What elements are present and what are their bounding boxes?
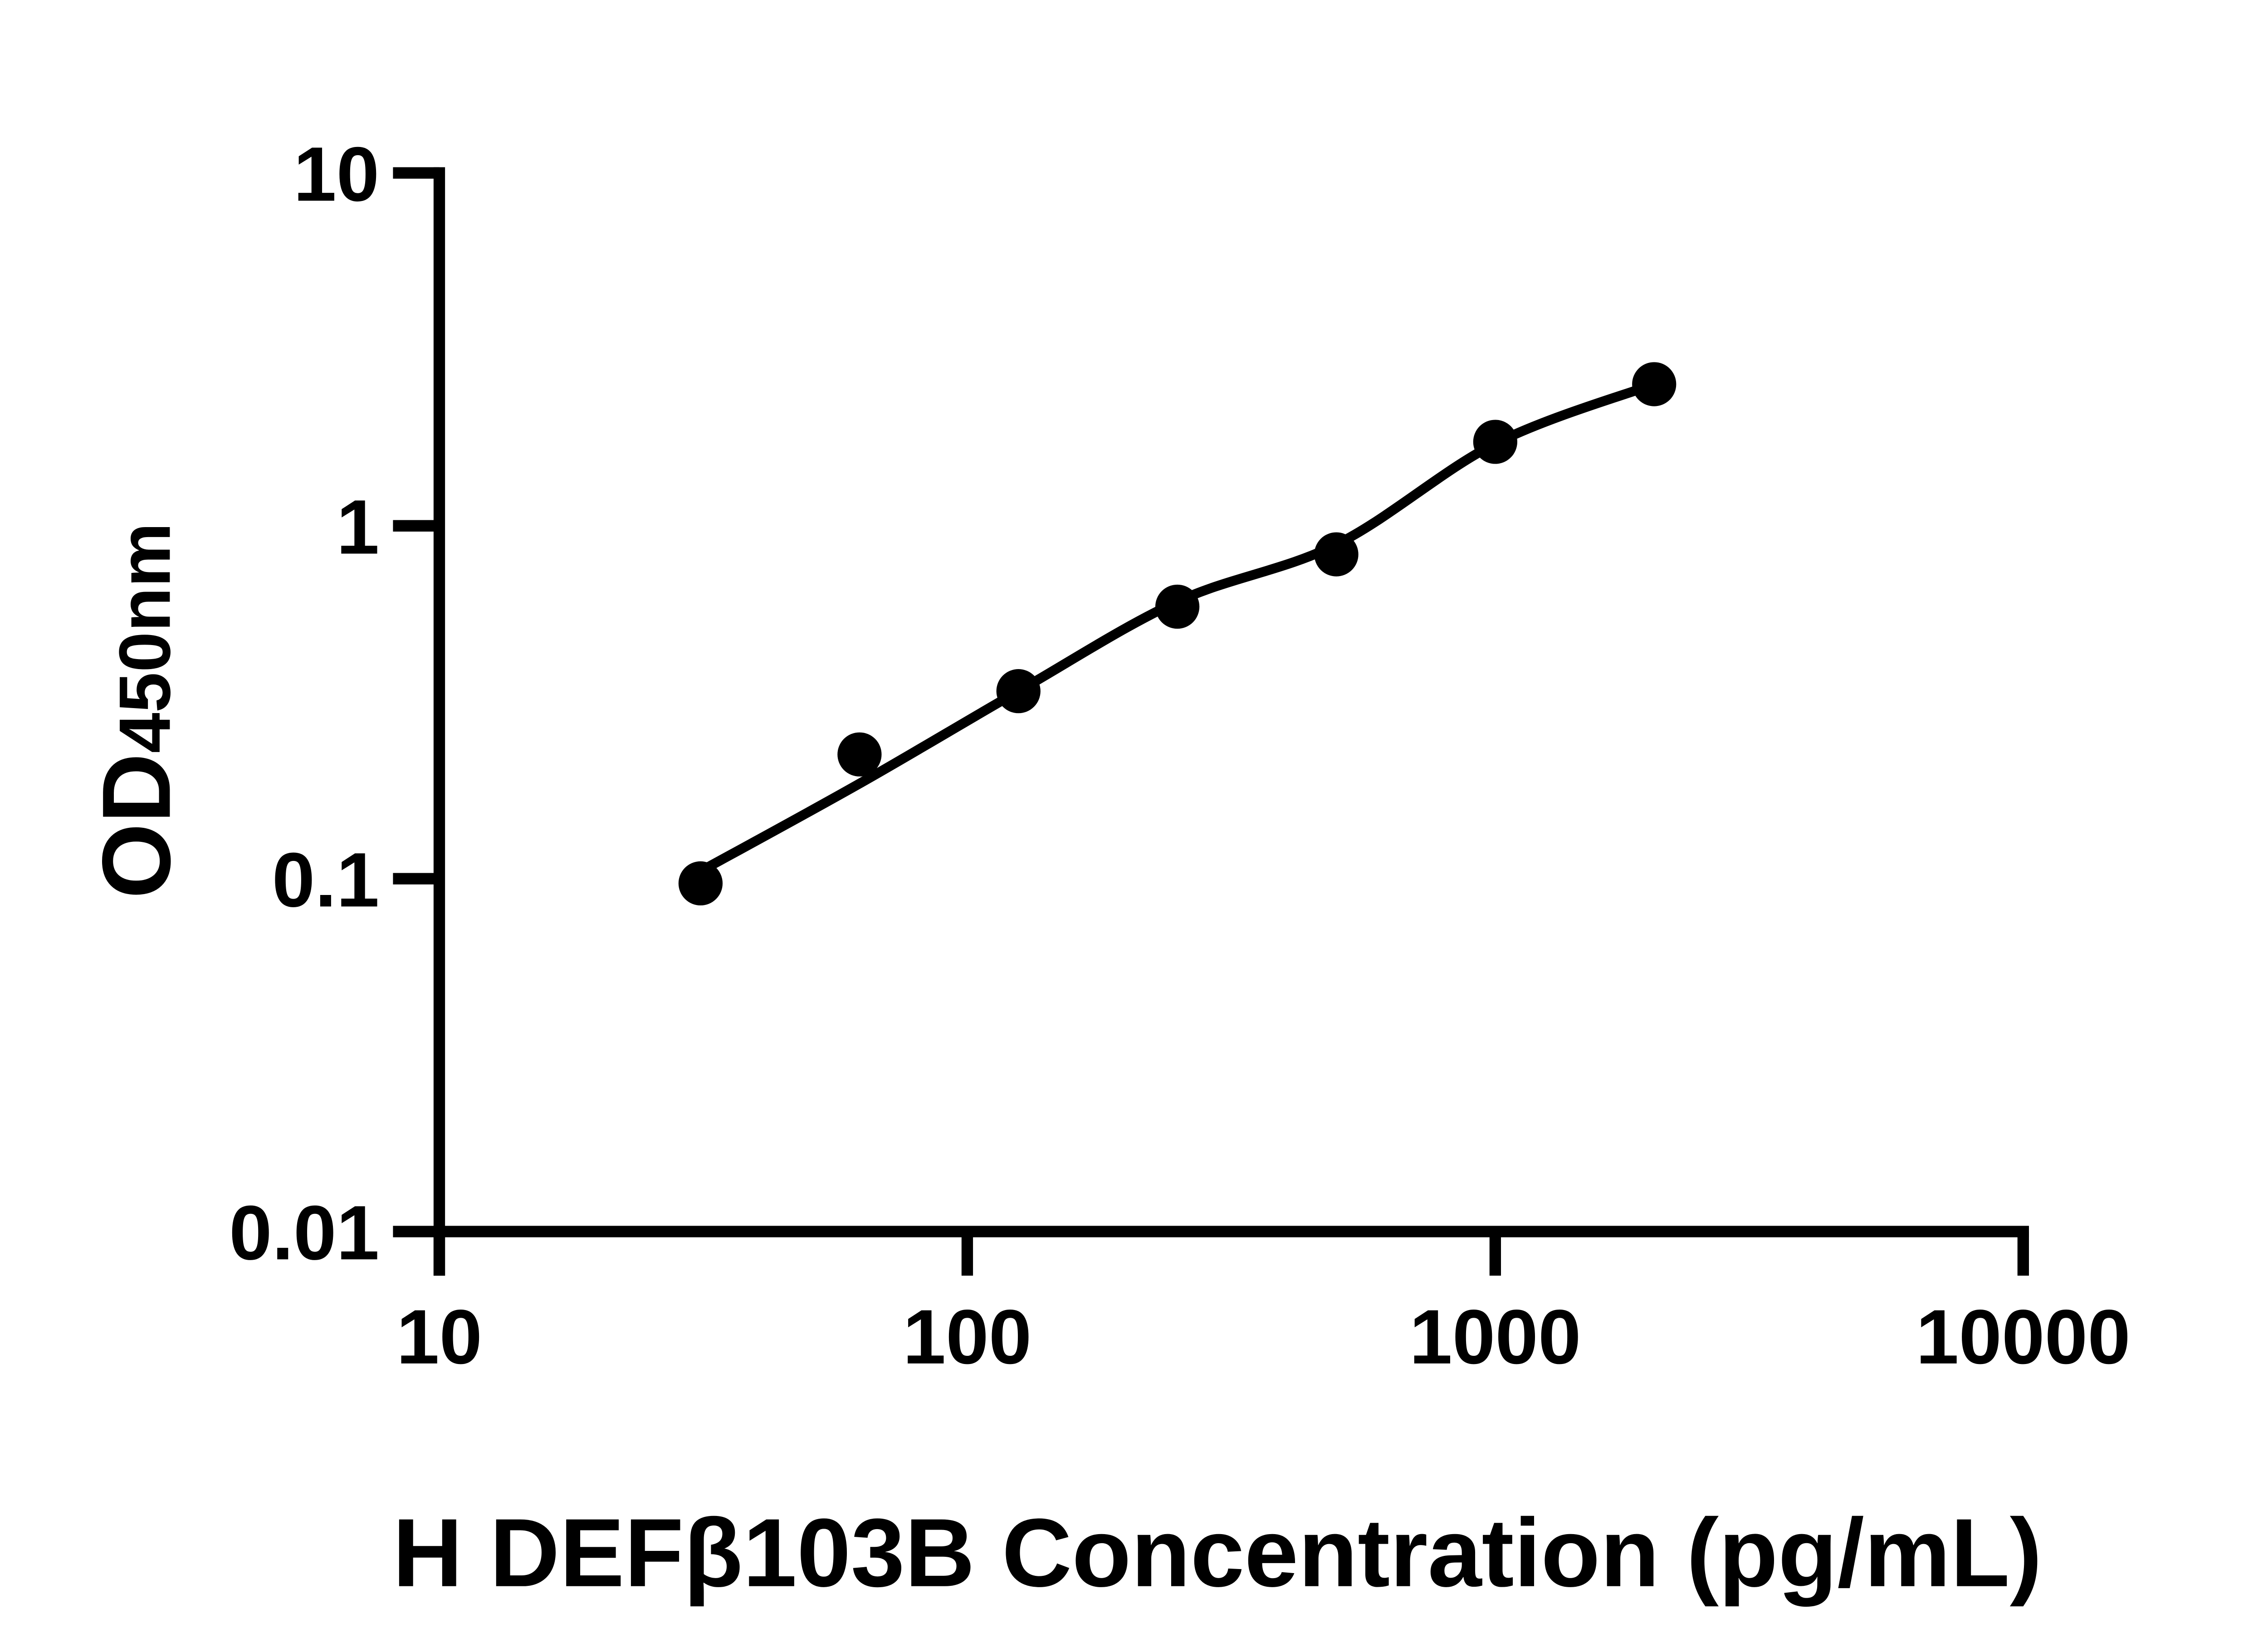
y-axis-ticks <box>393 167 440 1237</box>
data-point-7 <box>1632 362 1677 406</box>
y-tick-label-10: 10 <box>293 132 379 218</box>
x-axis-tick-labels: 10 100 1000 10000 <box>396 1294 2131 1380</box>
x-axis-title: H DEFβ103B Concentration (pg/mL) <box>393 1499 2042 1607</box>
data-point-1 <box>678 861 723 906</box>
data-point-3 <box>996 669 1041 714</box>
x-tick-label-1000: 1000 <box>1409 1294 1581 1380</box>
y-tick-label-0.1: 0.1 <box>272 837 380 923</box>
data-points-group <box>678 362 1677 906</box>
data-point-4 <box>1155 584 1200 629</box>
y-tick-label-1: 1 <box>337 484 380 570</box>
y-axis-title-base: OD <box>82 753 191 899</box>
x-tick-label-10000: 10000 <box>1916 1294 2131 1380</box>
data-point-2 <box>837 732 882 777</box>
chart-background <box>0 22 2268 1611</box>
x-tick-label-10: 10 <box>396 1294 482 1380</box>
y-axis-tick-labels: 10 1 0.1 0.01 <box>229 132 379 1276</box>
data-point-5 <box>1314 532 1359 577</box>
y-tick-label-0.01: 0.01 <box>229 1190 379 1276</box>
axes <box>433 167 2029 1276</box>
y-axis-title: OD450nm <box>82 523 191 899</box>
data-point-6 <box>1473 420 1518 464</box>
x-tick-label-100: 100 <box>903 1294 1031 1380</box>
y-axis-title-subscript: 450nm <box>104 523 185 753</box>
x-axis-ticks <box>433 1232 2029 1276</box>
